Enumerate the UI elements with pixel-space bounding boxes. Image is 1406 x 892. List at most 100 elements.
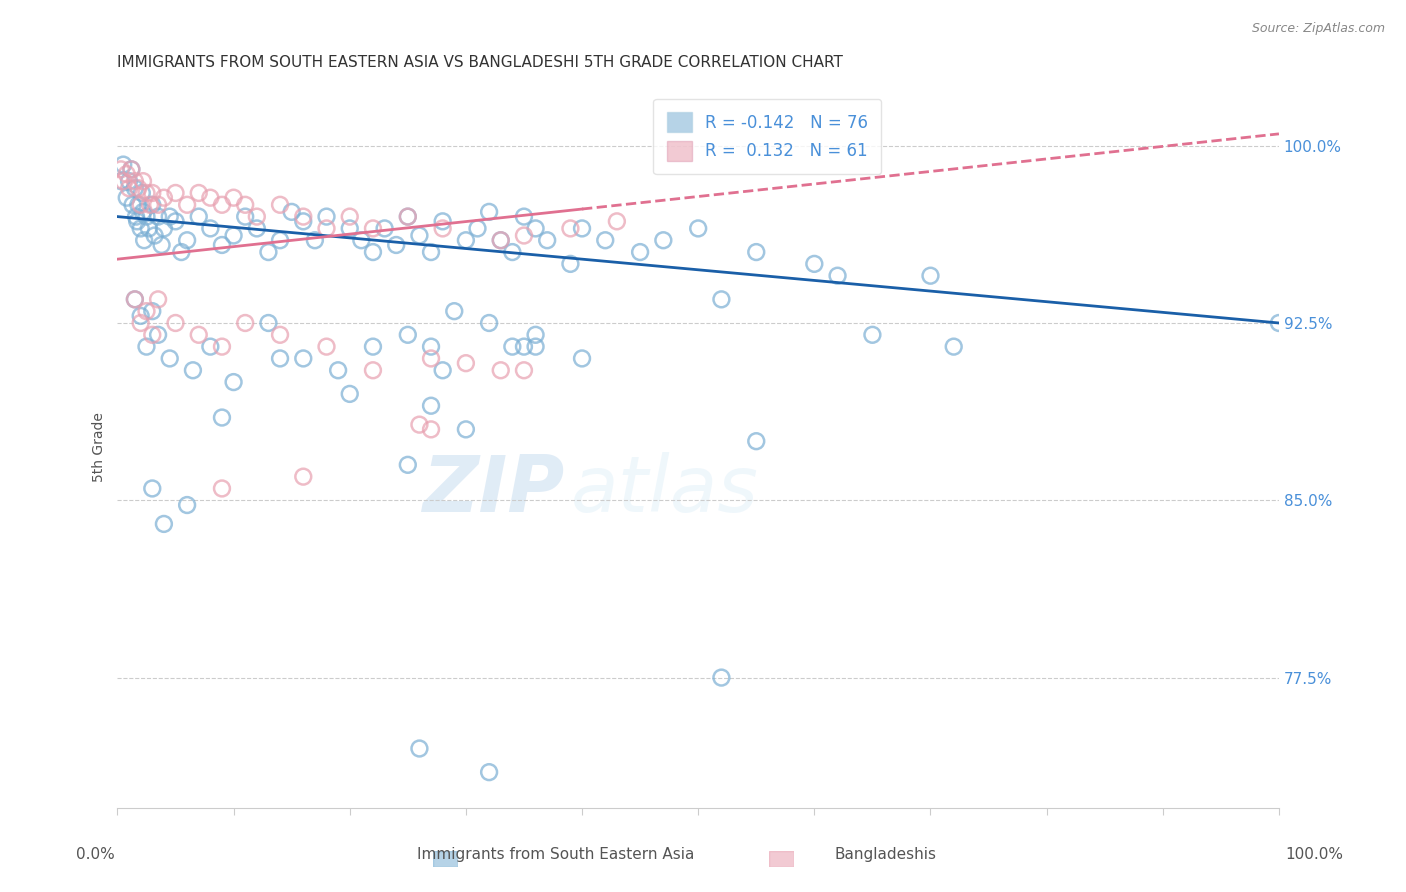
Point: [501, 340, 523, 354]
Point: [124, 293, 146, 307]
Point: [489, 233, 512, 247]
Point: [200, 221, 222, 235]
Point: [118, 181, 141, 195]
Point: [124, 181, 146, 195]
Point: [361, 363, 384, 377]
Point: [159, 210, 181, 224]
Point: [153, 516, 176, 531]
Point: [1268, 316, 1291, 330]
Point: [454, 422, 477, 436]
Point: [110, 162, 132, 177]
Point: [257, 316, 280, 330]
Point: [454, 233, 477, 247]
Text: IMMIGRANTS FROM SOUTH EASTERN ASIA VS BANGLADESHI 5TH GRADE CORRELATION CHART: IMMIGRANTS FROM SOUTH EASTERN ASIA VS BA…: [118, 55, 844, 70]
Point: [408, 417, 430, 432]
Point: [222, 191, 245, 205]
Point: [129, 198, 152, 212]
Point: [222, 228, 245, 243]
Point: [524, 221, 547, 235]
Point: [710, 671, 733, 685]
Point: [432, 221, 454, 235]
Point: [131, 186, 153, 200]
Point: [292, 214, 315, 228]
Point: [350, 233, 373, 247]
Point: [135, 210, 157, 224]
Text: ZIP: ZIP: [422, 452, 565, 528]
Point: [269, 233, 291, 247]
Point: [176, 233, 198, 247]
Point: [187, 186, 209, 200]
Point: [125, 210, 148, 224]
Point: [165, 186, 187, 200]
Point: [153, 221, 176, 235]
Point: [135, 340, 157, 354]
Point: [628, 245, 651, 260]
Point: [146, 210, 169, 224]
Point: [143, 228, 166, 243]
Point: [269, 327, 291, 342]
Point: [860, 327, 883, 342]
Point: [478, 316, 501, 330]
Point: [211, 238, 233, 252]
Point: [127, 181, 149, 195]
Point: [211, 198, 233, 212]
Legend: R = -0.142   N = 76, R =  0.132   N = 61: R = -0.142 N = 76, R = 0.132 N = 61: [654, 98, 882, 174]
Point: [361, 245, 384, 260]
Point: [135, 186, 157, 200]
Point: [269, 198, 291, 212]
Point: [710, 293, 733, 307]
Point: [141, 198, 163, 212]
Point: [115, 167, 138, 181]
Point: [153, 191, 176, 205]
Point: [326, 363, 349, 377]
Point: [396, 210, 419, 224]
Point: [127, 198, 149, 212]
Point: [339, 221, 361, 235]
Point: [124, 293, 146, 307]
Point: [200, 340, 222, 354]
Point: [146, 198, 169, 212]
Point: [396, 210, 419, 224]
Point: [339, 210, 361, 224]
Point: [292, 210, 315, 224]
Text: Immigrants from South Eastern Asia: Immigrants from South Eastern Asia: [416, 847, 695, 862]
Point: [150, 238, 173, 252]
Point: [124, 174, 146, 188]
Point: [233, 316, 256, 330]
Point: [159, 351, 181, 366]
Point: [129, 221, 152, 235]
Point: [420, 422, 443, 436]
Point: [420, 340, 443, 354]
Point: [513, 363, 536, 377]
Point: [489, 233, 512, 247]
Point: [745, 245, 768, 260]
Point: [165, 316, 187, 330]
Point: [141, 482, 163, 496]
Point: [489, 363, 512, 377]
Point: [118, 174, 141, 188]
Point: [222, 375, 245, 389]
Point: [536, 233, 558, 247]
Point: [121, 198, 143, 212]
Point: [942, 340, 965, 354]
Point: [571, 221, 593, 235]
Point: [920, 268, 942, 283]
Point: [420, 245, 443, 260]
Text: 100.0%: 100.0%: [1285, 847, 1344, 862]
Point: [524, 340, 547, 354]
Point: [408, 741, 430, 756]
Point: [315, 210, 337, 224]
Point: [454, 356, 477, 370]
Point: [467, 221, 489, 235]
Point: [513, 210, 536, 224]
Point: [315, 340, 337, 354]
Point: [146, 327, 169, 342]
Point: [211, 340, 233, 354]
Point: [501, 245, 523, 260]
Point: [211, 410, 233, 425]
Point: [571, 351, 593, 366]
Point: [745, 434, 768, 449]
Point: [385, 238, 408, 252]
Point: [339, 387, 361, 401]
Point: [827, 268, 849, 283]
